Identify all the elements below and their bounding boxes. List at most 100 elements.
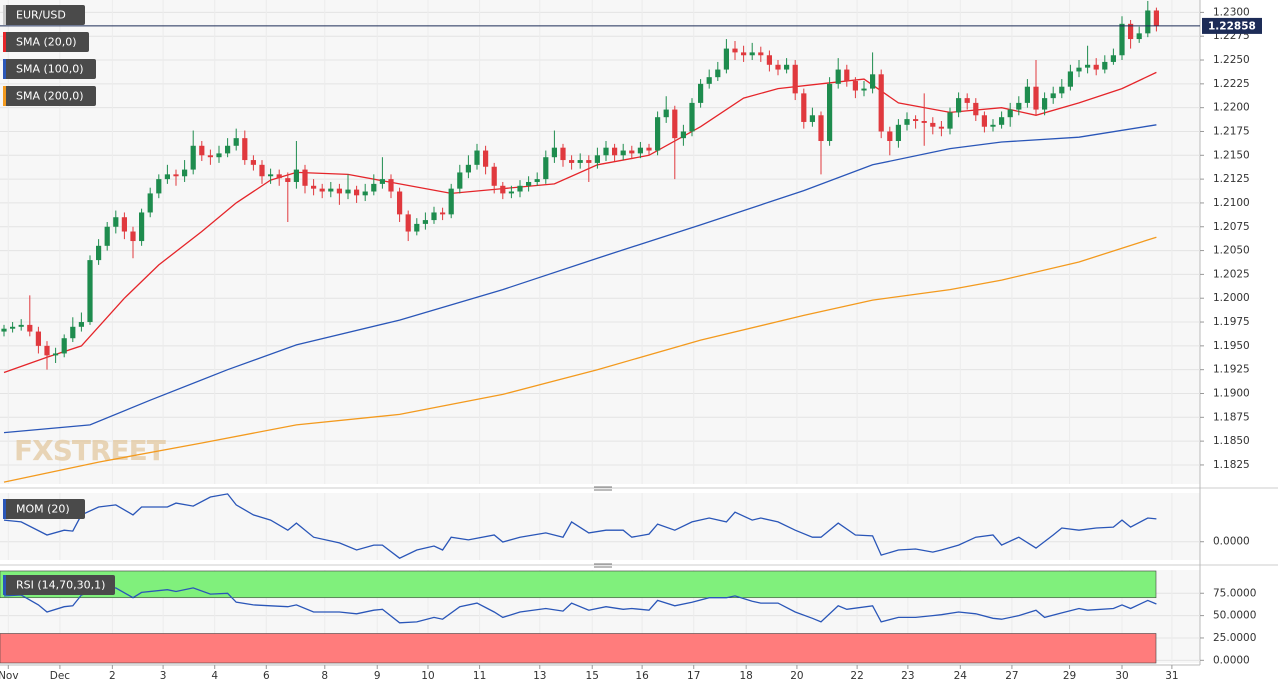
candle-body [706, 77, 712, 84]
candle-body [680, 131, 686, 139]
candle-body [440, 212, 446, 215]
candle-body [577, 160, 583, 163]
candle-body [870, 74, 876, 89]
candle-body [637, 147, 643, 154]
candle-body [139, 212, 145, 242]
candle-body [1119, 23, 1125, 56]
candle-body [973, 102, 979, 116]
candle-body [242, 138, 248, 161]
x-tick-label: 3 [160, 670, 167, 682]
y-tick-label: 1.2100 [1213, 197, 1250, 209]
candle-body [465, 164, 471, 173]
candle-body [1093, 64, 1099, 70]
drag-handle[interactable] [594, 563, 612, 568]
candle-body [319, 188, 325, 192]
candle-body [311, 185, 317, 189]
candle-body [938, 126, 944, 129]
candle-body [827, 83, 833, 142]
y-tick-label: 1.2200 [1213, 102, 1250, 114]
candle-body [1110, 55, 1116, 62]
x-tick-label: 13 [533, 670, 546, 682]
candle-body [405, 214, 411, 232]
x-tick-label: 9 [374, 670, 381, 682]
candle-body [457, 172, 463, 189]
candle-body [259, 164, 265, 177]
x-tick-label: 31 [1165, 670, 1178, 682]
candle-body [603, 147, 609, 156]
candle-body [199, 145, 205, 156]
candle-body [500, 185, 506, 194]
legend-box[interactable] [3, 499, 85, 519]
candle-body [1136, 33, 1142, 40]
legend-label: SMA (200,0) [16, 90, 84, 103]
candle-body [113, 217, 119, 227]
candle-body [844, 69, 850, 81]
candle-body [414, 223, 420, 232]
y-tick-label: 1.1850 [1213, 435, 1250, 447]
y-tick-label: 1.2075 [1213, 221, 1250, 233]
candle-body [216, 153, 222, 158]
y-tick-label: 1.1900 [1213, 387, 1250, 399]
y-tick-label: 1.2125 [1213, 173, 1250, 185]
x-tick-label: 16 [635, 670, 649, 682]
candle-body [964, 98, 970, 103]
candle-body [190, 145, 196, 170]
marks-layer: 1.22858 [0, 0, 1262, 624]
candle-body [560, 147, 566, 161]
candle-body [345, 189, 351, 194]
candle-body [551, 147, 557, 158]
grid: 1.1825 1.1850 1.1875 1.1900 1.1925 1.1950 1.19… [0, 0, 1256, 682]
legend-label: SMA (20,0) [16, 36, 77, 49]
x-tick-label: 4 [211, 670, 218, 682]
candle-body [913, 119, 919, 121]
candle-body [397, 191, 403, 215]
candle-body [250, 160, 256, 165]
candle-body [388, 179, 394, 192]
candle-body [861, 88, 867, 91]
candle-body [809, 115, 815, 122]
candle-body [121, 217, 127, 232]
candle-body [225, 145, 231, 154]
x-tick-label: 17 [687, 670, 700, 682]
candle-body [474, 150, 480, 165]
candle-body [173, 174, 179, 177]
legend-box[interactable] [3, 59, 96, 79]
legend-swatch [3, 32, 6, 52]
legend-swatch [3, 499, 6, 519]
x-tick-label: 8 [321, 670, 328, 682]
y-tick-label: 50.0000 [1213, 610, 1256, 622]
legend-label: MOM (20) [16, 503, 70, 516]
legend-box[interactable] [3, 5, 85, 25]
x-tick-label: 10 [421, 670, 434, 682]
legend-box[interactable] [3, 32, 89, 52]
x-tick-label: 20 [790, 670, 803, 682]
legend-label: RSI (14,70,30,1) [16, 579, 105, 592]
candle-body [801, 93, 807, 122]
candle-body [1, 328, 7, 332]
y-tick-label: 1.2175 [1213, 125, 1250, 137]
candle-body [775, 64, 781, 70]
x-tick-label: 30 [1115, 670, 1128, 682]
candle-body [422, 220, 428, 224]
candle-body [53, 353, 59, 356]
candle-body [233, 138, 239, 146]
legend-box[interactable] [3, 575, 115, 595]
legend-label: EUR/USD [16, 9, 66, 22]
y-tick-label: 1.1925 [1213, 364, 1250, 376]
legend-box[interactable] [3, 86, 96, 106]
y-tick-label: 1.2300 [1213, 6, 1250, 18]
candle-body [508, 191, 514, 194]
overbought-zone [0, 570, 1157, 599]
x-tick-label: 23 [901, 670, 914, 682]
indicator-line [3, 124, 1157, 434]
y-tick-label: 75.0000 [1213, 587, 1256, 599]
x-tick-label: Dec [50, 670, 71, 682]
drag-handle[interactable] [594, 486, 612, 491]
candle-body [1042, 98, 1048, 110]
candle-body [302, 169, 308, 186]
candle-body [947, 112, 953, 129]
candle-body [672, 109, 678, 139]
watermark: FXSTREET [14, 434, 166, 467]
y-tick-label: 1.2025 [1213, 268, 1250, 280]
candle-body [818, 115, 824, 142]
